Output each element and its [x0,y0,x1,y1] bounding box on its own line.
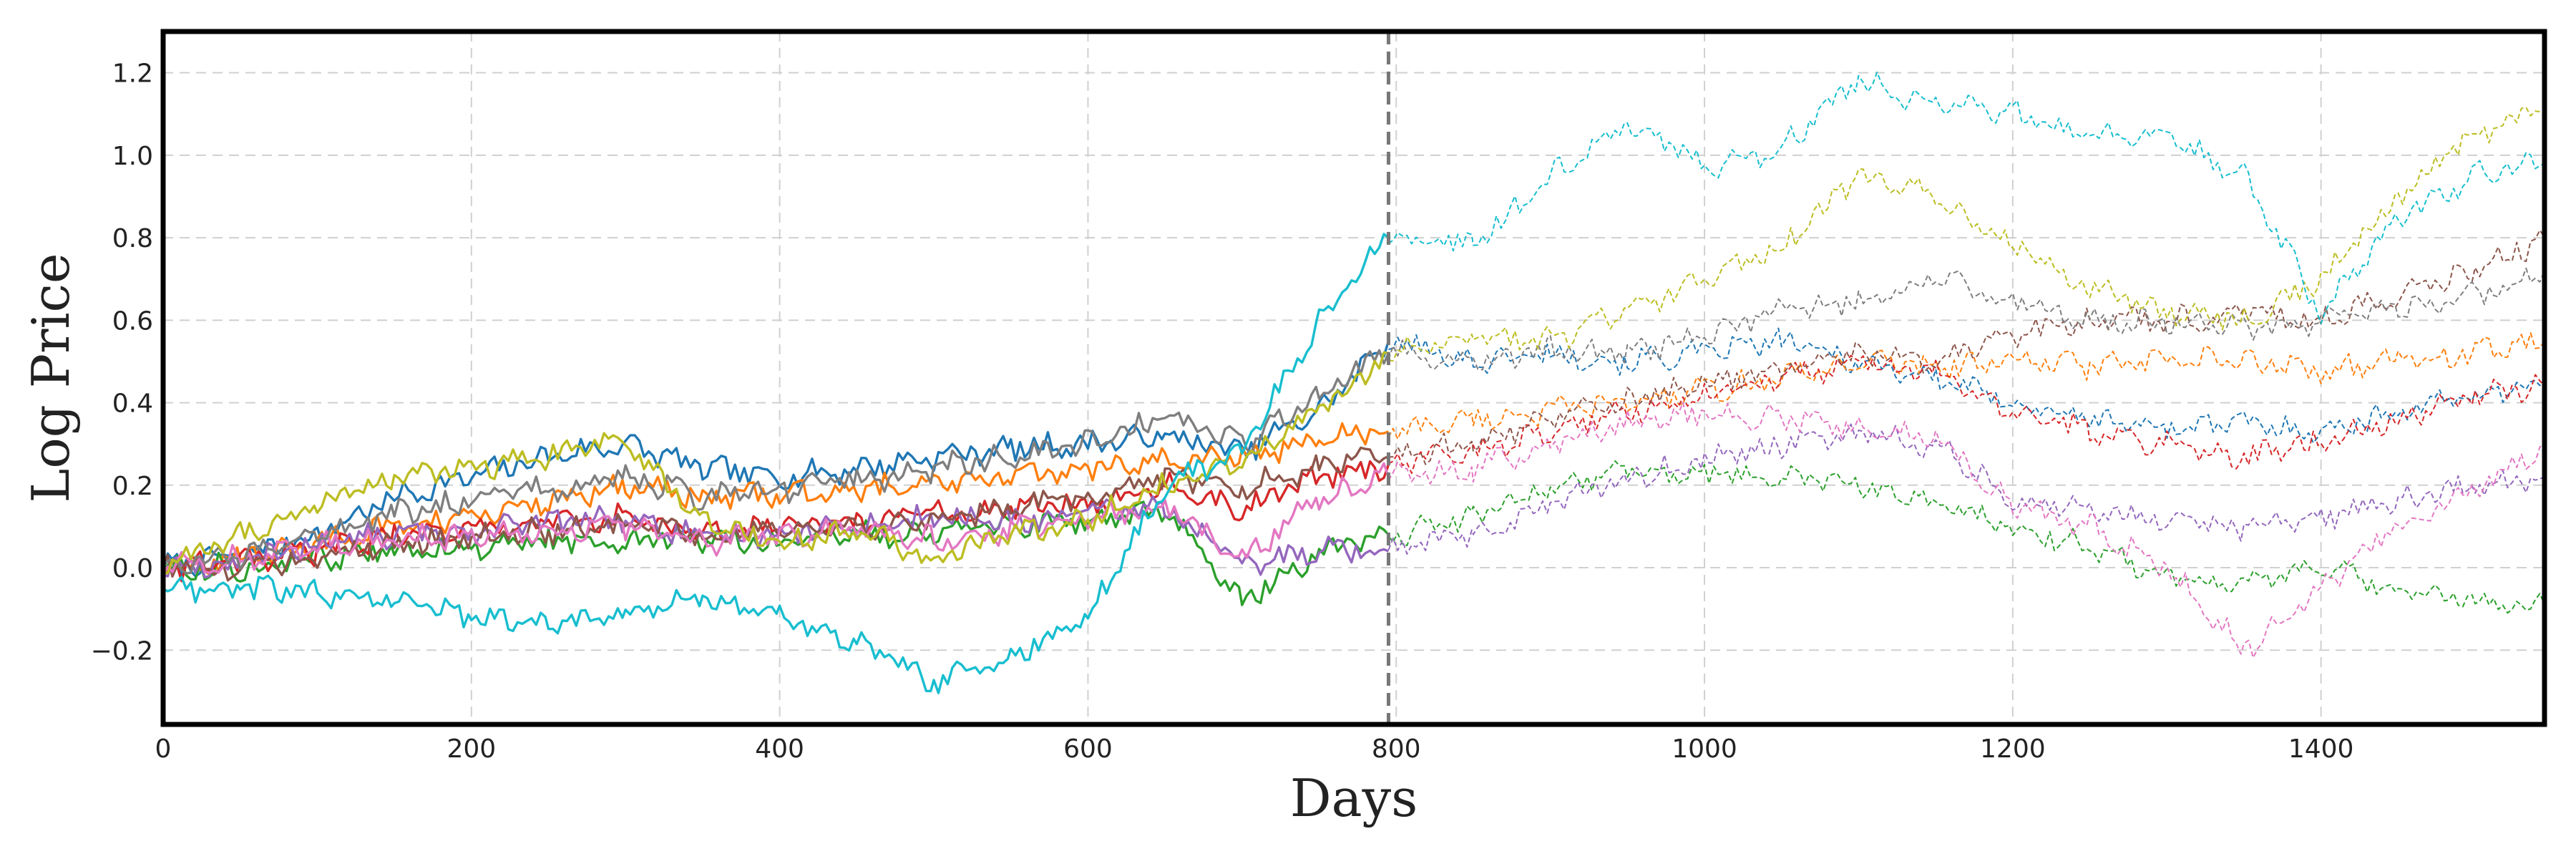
x-tick-label: 1200 [1980,734,2046,764]
series-lines [162,71,2545,694]
series-line-forecast [1387,267,2545,371]
y-tick-label: 0.6 [112,306,153,336]
y-tick-label: 0.0 [112,554,153,583]
series-line-history [162,462,1390,576]
grid-lines [162,31,2545,724]
series-line-forecast [1388,229,2545,465]
x-tick-label: 400 [755,734,804,764]
series-line-forecast [1387,402,2545,659]
series-line-history [162,422,1390,576]
series-line-forecast [1387,332,2545,440]
y-tick-label: 0.2 [112,472,153,501]
y-axis-title: Log Price [21,253,81,503]
series-line-forecast [1387,460,2545,614]
x-tick-label: 200 [447,734,496,764]
series-line-history [162,349,1390,575]
y-tick-label: 0.8 [112,224,153,253]
y-tick-label: 1.2 [112,59,153,89]
y-tick-label: −0.2 [91,636,153,666]
series-line-forecast [1388,327,2545,444]
plot-frame [160,29,2547,727]
series-line-history [162,233,1390,694]
y-tick-label: 0.4 [112,389,153,419]
x-tick-label: 1400 [2288,734,2354,764]
series-line-forecast [1387,71,2545,324]
y-tick-label: 1.0 [112,142,153,171]
series-line-history [162,500,1390,606]
series-line-forecast [1388,107,2545,361]
series-line-history [162,495,1390,579]
x-axis-title: Days [1290,768,1418,828]
series-line-history [162,351,1389,575]
x-tick-label: 1000 [1672,734,1737,764]
x-tick-label: 800 [1372,734,1421,764]
series-line-history [162,460,1390,583]
x-axis-ticks: 0 200 400 600 800 1000 1200 1400 [155,734,2354,764]
series-line-forecast [1388,354,2545,475]
x-tick-label: 0 [155,734,172,764]
y-axis-ticks: −0.2 0.0 0.2 0.4 0.6 0.8 1.0 1.2 [91,59,153,666]
series-line-history [162,446,1390,582]
x-tick-label: 600 [1063,734,1113,764]
series-line-forecast [1387,423,2545,555]
